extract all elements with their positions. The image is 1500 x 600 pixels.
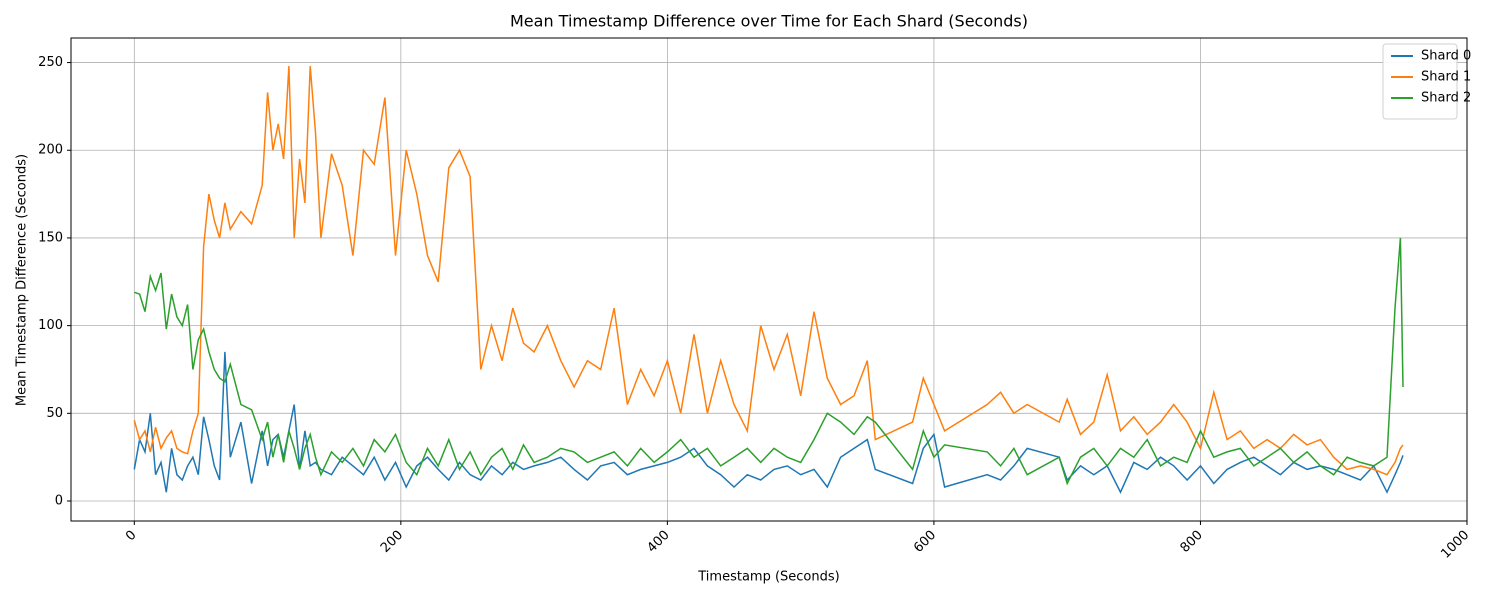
chart-title: Mean Timestamp Difference over Time for …: [510, 12, 1028, 31]
legend-box: [1382, 43, 1458, 120]
y-tick-label: 50: [46, 406, 63, 421]
x-tick-label: 800: [1178, 528, 1206, 556]
legend-label: Shard 0: [1421, 49, 1471, 64]
data-line: [134, 237, 1404, 486]
y-tick-label: 250: [38, 55, 63, 70]
data-line: [133, 351, 1404, 494]
y-axis-label: Mean Timestamp Difference (Seconds): [15, 154, 30, 406]
x-tick-label: 400: [645, 528, 673, 556]
data-line: [133, 66, 1404, 476]
plot-frame: [70, 37, 1468, 522]
legend: Shard 0 Shard 1 Shard 2: [1382, 43, 1471, 120]
x-axis-label: Timestamp (Seconds): [697, 570, 839, 585]
x-tick-label: 600: [911, 528, 939, 556]
x-tick-label: 0: [123, 528, 139, 544]
legend-label: Shard 2: [1421, 91, 1471, 106]
x-tick-label: 1000: [1438, 528, 1472, 562]
y-tick-label: 100: [38, 318, 63, 333]
y-tick-label: 200: [38, 143, 63, 158]
y-tick-label: 150: [38, 230, 63, 245]
x-tick-label: 200: [378, 528, 406, 556]
legend-label: Shard 1: [1421, 70, 1471, 85]
y-tick-label: 0: [55, 494, 63, 509]
